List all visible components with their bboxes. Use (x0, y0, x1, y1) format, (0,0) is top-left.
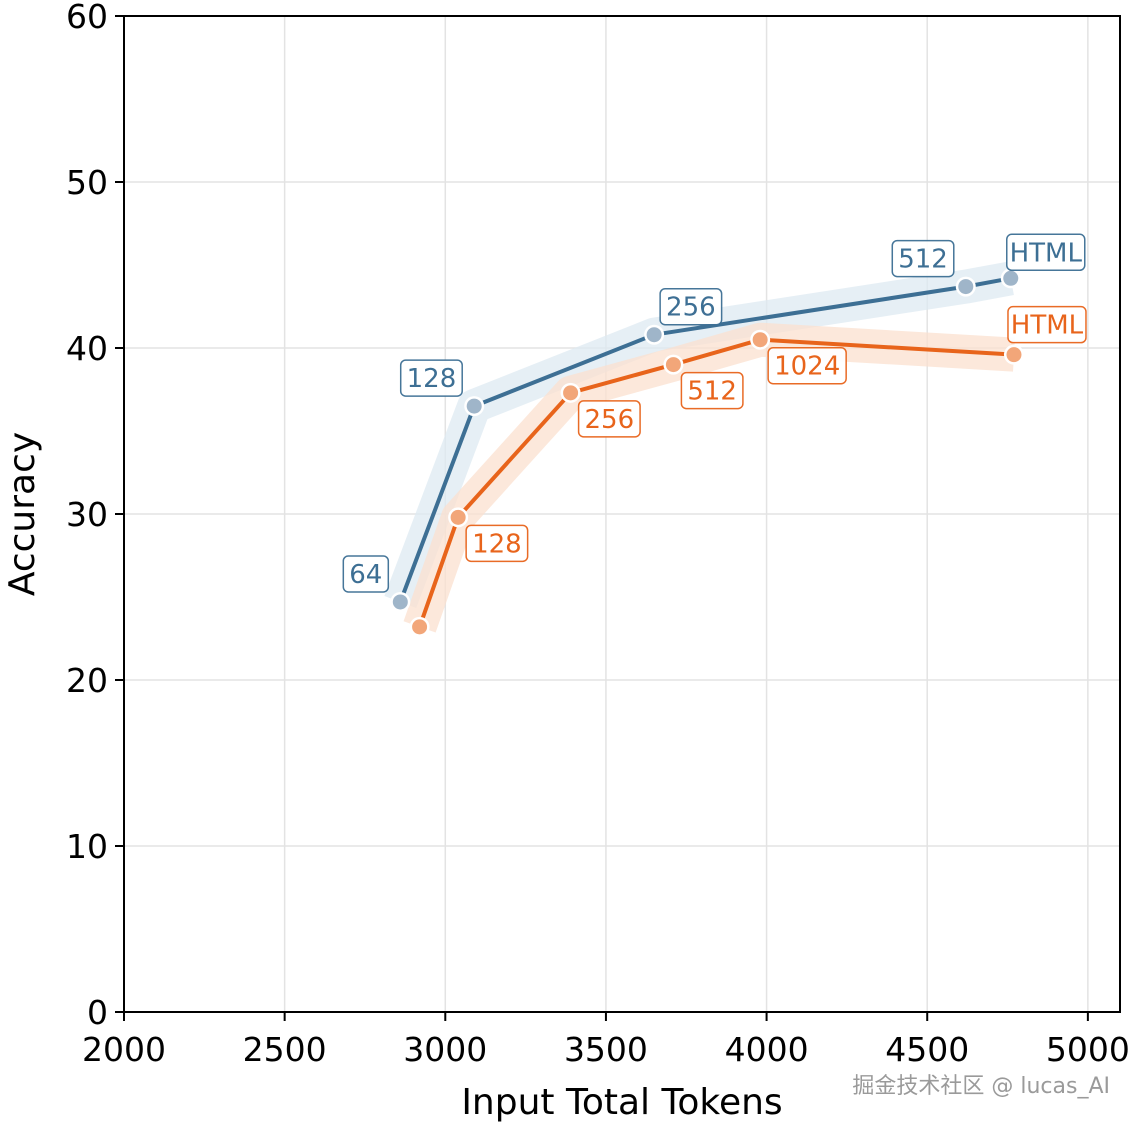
point-label: 256 (577, 400, 641, 438)
point-label-text: HTML (1011, 311, 1084, 341)
point-label-text: 256 (585, 405, 635, 435)
series-0-marker (646, 327, 662, 343)
x-tick-label: 2000 (82, 1030, 166, 1069)
point-label-text: 64 (349, 560, 382, 590)
confidence-bands (384, 261, 1015, 633)
y-tick-label: 10 (66, 827, 108, 866)
series-markers (390, 268, 1024, 637)
point-label-box (891, 239, 955, 278)
x-tick-label: 4000 (725, 1030, 809, 1069)
point-label-text: 128 (472, 529, 522, 559)
point-label: HTML (1006, 233, 1086, 272)
y-axis-title: Accuracy (2, 432, 43, 596)
x-tick-label: 3500 (564, 1030, 648, 1069)
point-label-text: 512 (898, 245, 948, 275)
point-label-box (680, 371, 744, 410)
y-axis-ticks: 0 10 20 30 40 50 60 (66, 0, 124, 1032)
point-label-box (767, 346, 847, 385)
y-tick-label: 0 (87, 993, 108, 1032)
point-label-box (577, 400, 641, 438)
series-1-marker (412, 619, 428, 635)
point-label: 128 (399, 359, 463, 397)
y-tick-label: 50 (66, 163, 108, 202)
grid-lines (123, 15, 1120, 1013)
series-1-marker (563, 385, 579, 401)
point-label: 256 (659, 287, 723, 326)
point-label-text: 512 (687, 377, 737, 407)
point-label-text: 256 (666, 293, 716, 323)
series-1-line (417, 337, 1015, 628)
series-1-marker (450, 509, 466, 525)
series-1-marker (665, 357, 681, 373)
point-label: 128 (465, 524, 529, 563)
point-label-box (1007, 305, 1087, 344)
y-tick-label: 20 (66, 661, 108, 700)
x-tick-label: 2500 (243, 1030, 327, 1069)
point-label-text: 1024 (774, 352, 840, 382)
y-tick-label: 60 (66, 0, 108, 36)
point-label: HTML (1007, 305, 1087, 344)
series-1-marker (1006, 347, 1022, 363)
point-label: 1024 (767, 346, 847, 385)
series-1-marker (752, 332, 768, 348)
y-tick-label: 40 (66, 329, 108, 368)
point-labels: 64 128 256 512 HTML 128 256 512 1024 HTML (342, 233, 1087, 593)
point-label-box (1006, 233, 1086, 272)
x-tick-label: 3000 (403, 1030, 487, 1069)
series-0-marker (958, 279, 974, 295)
point-label-box (342, 555, 390, 593)
point-label-text: 128 (407, 364, 457, 394)
series-0-marker (466, 398, 482, 414)
point-label-box (465, 524, 529, 563)
x-axis-ticks: 2000 2500 3000 3500 4000 4500 5000 (82, 1012, 1130, 1069)
point-label-box (399, 359, 463, 397)
series-0-marker (392, 594, 408, 610)
point-label: 512 (891, 239, 955, 278)
point-label: 64 (342, 555, 390, 593)
x-tick-label: 5000 (1046, 1030, 1130, 1069)
x-tick-label: 4500 (885, 1030, 969, 1069)
series-0-marker (1003, 270, 1019, 286)
watermark-text: 掘金技术社区 @ lucas_AI (852, 1074, 1110, 1099)
point-label: 512 (680, 371, 744, 410)
point-label-text: HTML (1010, 238, 1083, 268)
y-tick-label: 30 (66, 495, 108, 534)
x-axis-title: Input Total Tokens (461, 1082, 782, 1123)
point-label-box (659, 287, 723, 326)
